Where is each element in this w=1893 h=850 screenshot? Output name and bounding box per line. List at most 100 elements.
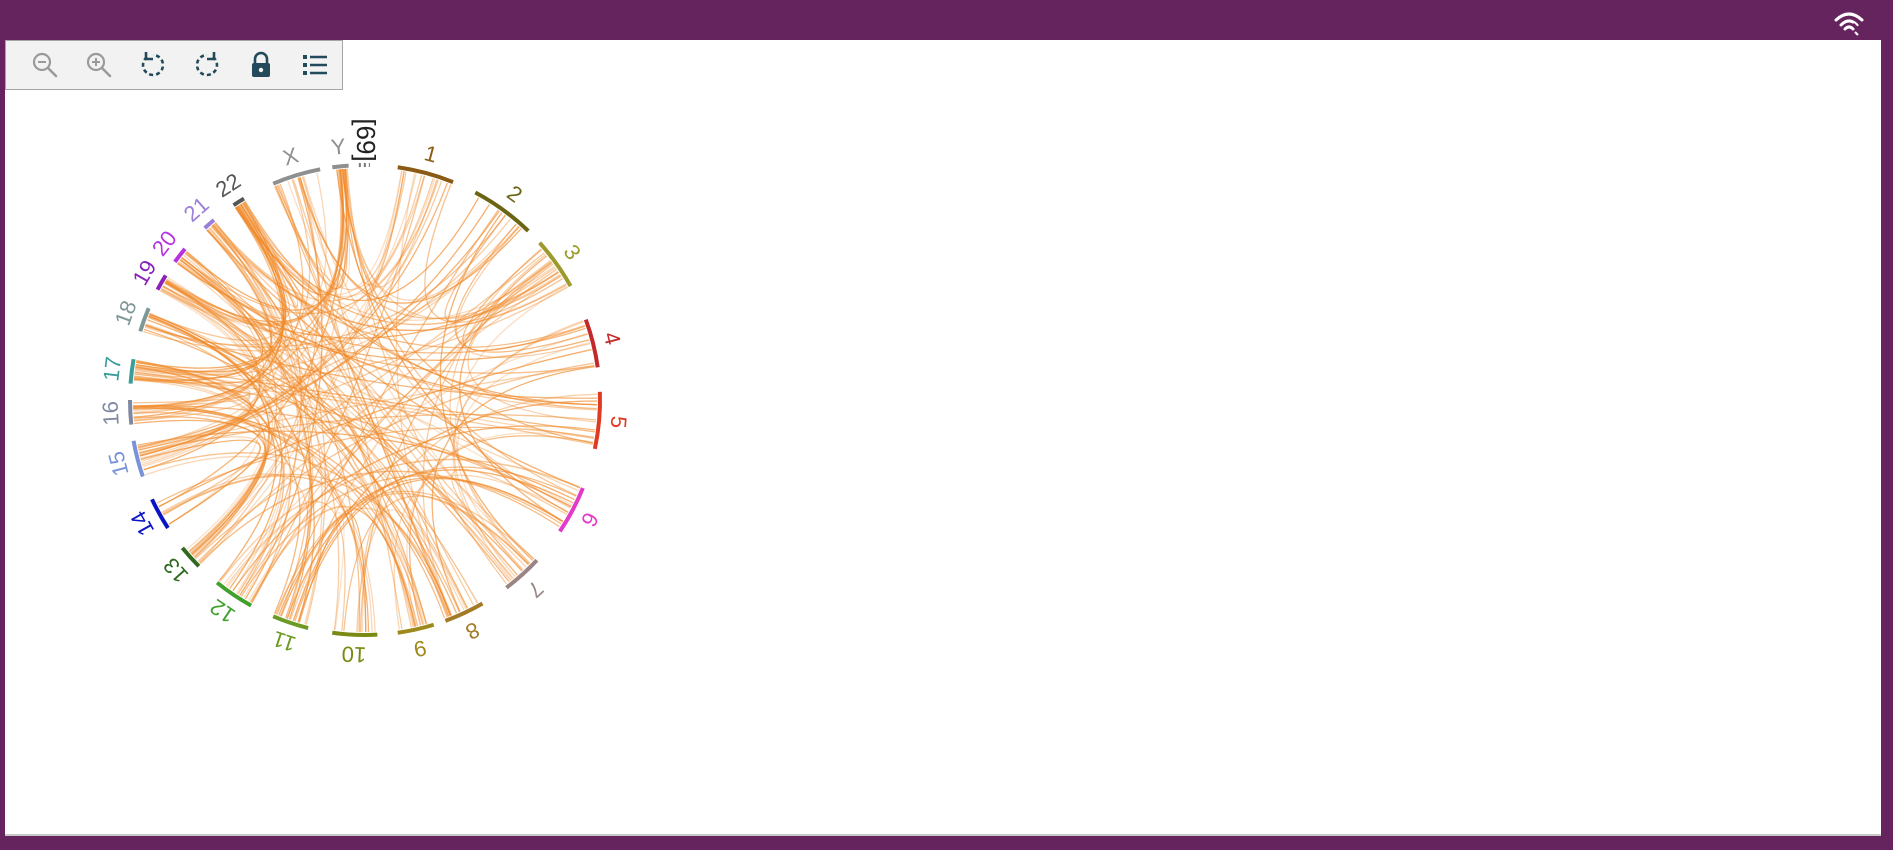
link-chord xyxy=(163,252,545,516)
chromosome-arc-y[interactable] xyxy=(332,163,349,170)
link-chord xyxy=(133,229,272,407)
link-chord xyxy=(197,260,551,562)
link-chord xyxy=(449,248,542,564)
chromosome-arc-x[interactable] xyxy=(272,167,321,186)
link-chord xyxy=(275,490,535,615)
chromosome-arc-6[interactable] xyxy=(558,487,585,533)
link-chord xyxy=(133,405,424,625)
chromosome-arc-8[interactable] xyxy=(444,601,484,623)
link-chord xyxy=(276,209,499,615)
link-chord xyxy=(237,205,416,627)
link-chord xyxy=(431,365,595,612)
zoom-in-button[interactable] xyxy=(72,43,126,87)
rotate-right-icon xyxy=(195,52,219,77)
window-border-bottom xyxy=(0,836,1893,850)
chromosome-arc-9[interactable] xyxy=(397,622,435,635)
chromosome-arc-15[interactable] xyxy=(131,440,145,478)
link-chord xyxy=(250,175,426,603)
chromosome-arc-20[interactable] xyxy=(173,247,187,264)
link-chord xyxy=(143,280,261,471)
chromosome-arc-5[interactable] xyxy=(592,391,602,450)
link-chord xyxy=(214,222,323,625)
chromosome-label-6: 6 xyxy=(576,508,604,531)
chromosome-arc-18[interactable] xyxy=(138,307,151,332)
chromosome-arc-12[interactable] xyxy=(215,581,253,608)
chromosome-arc-21[interactable] xyxy=(203,218,216,230)
chromosome-arc-17[interactable] xyxy=(128,358,136,384)
chromosome-label-1: 1 xyxy=(422,140,440,167)
chromosome-label-11: 11 xyxy=(269,626,299,657)
chromosome-label-21: 21 xyxy=(179,192,214,227)
links-group xyxy=(133,168,598,633)
link-chord xyxy=(214,222,361,632)
link-chord xyxy=(133,378,250,408)
link-chord xyxy=(133,227,273,422)
chromosome-arc-14[interactable] xyxy=(150,498,170,530)
link-chord xyxy=(240,475,562,597)
link-chord xyxy=(142,286,260,468)
link-chord xyxy=(148,314,315,623)
link-chord xyxy=(439,212,534,561)
chromosome-label-y: Y xyxy=(330,133,348,159)
chromosome-arc-3[interactable] xyxy=(538,241,573,288)
link-chord xyxy=(133,323,254,384)
window-title-bar xyxy=(0,0,1893,40)
chromosome-label-19: 19 xyxy=(127,256,161,290)
link-chord xyxy=(134,226,520,376)
chromosome-arc-4[interactable] xyxy=(583,318,600,368)
chromosome-arc-1[interactable] xyxy=(397,165,454,184)
link-chord xyxy=(227,458,581,588)
content-divider xyxy=(5,834,1881,836)
link-chord xyxy=(185,168,348,311)
lock-icon xyxy=(252,51,270,77)
chromosome-arc-19[interactable] xyxy=(155,274,168,291)
legend-list-button[interactable] xyxy=(288,43,342,87)
link-chord xyxy=(301,176,448,618)
link-chord xyxy=(422,253,547,616)
link-chord xyxy=(237,170,403,296)
link-chord xyxy=(444,214,553,322)
rotate-right-button[interactable] xyxy=(180,43,234,87)
link-chord xyxy=(133,364,251,422)
chromosome-label-22: 22 xyxy=(211,168,245,202)
link-chord xyxy=(298,168,351,288)
link-chord xyxy=(195,362,595,559)
link-chord xyxy=(346,168,507,585)
link-chord xyxy=(141,173,417,464)
chromosome-label-8: 8 xyxy=(462,617,484,645)
link-chord xyxy=(275,185,451,617)
link-chord xyxy=(240,197,480,302)
chromosome-arc-13[interactable] xyxy=(180,546,201,568)
chromosome-label-20: 20 xyxy=(147,226,182,261)
unplaced-count-label: [69] xyxy=(351,118,381,161)
chromosome-label-4: 4 xyxy=(599,329,626,347)
chromosome-arc-10[interactable] xyxy=(332,630,378,637)
zoom-out-button[interactable] xyxy=(18,43,72,87)
link-chord xyxy=(451,468,568,576)
link-chord xyxy=(164,282,590,361)
link-chord xyxy=(161,288,273,559)
chromosome-arc-22[interactable] xyxy=(232,196,245,207)
chromosome-label-15: 15 xyxy=(103,449,133,479)
link-chord xyxy=(135,169,344,372)
link-chord xyxy=(142,229,274,466)
chromosome-arc-11[interactable] xyxy=(272,614,309,630)
lock-button[interactable] xyxy=(234,43,288,87)
link-chord xyxy=(156,426,595,504)
link-chord xyxy=(239,204,469,609)
rotate-left-button[interactable] xyxy=(126,43,180,87)
circos-plot[interactable]: 1 2 3 4 5 6 7 8 9 10 11 12 13 14 15 16 17 18 19 20 21 22 X Y [6… xyxy=(98,118,770,800)
chromosome-arc-16[interactable] xyxy=(128,399,134,425)
link-chord xyxy=(424,184,564,323)
link-chord xyxy=(134,228,273,375)
link-chord xyxy=(181,256,340,631)
chromosome-arc-2[interactable] xyxy=(474,190,530,233)
chromosome-label-17: 17 xyxy=(98,355,126,382)
link-chord xyxy=(206,229,581,489)
chromosome-arc-7[interactable] xyxy=(505,558,539,590)
link-chord xyxy=(393,474,569,630)
link-chord xyxy=(344,168,517,301)
link-chord xyxy=(133,411,417,627)
link-chord xyxy=(139,180,443,456)
chromosome-label-18: 18 xyxy=(110,297,142,329)
